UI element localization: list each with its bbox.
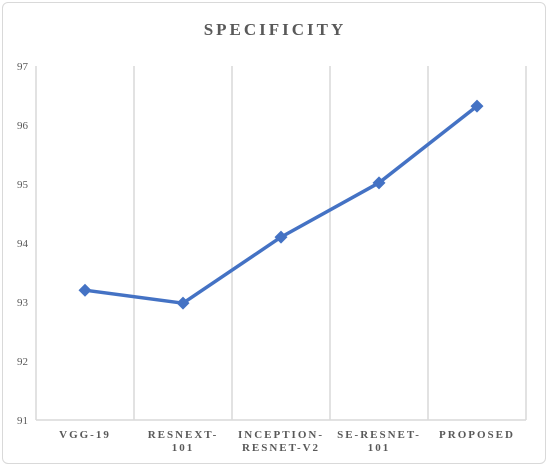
y-tick-label: 92: [17, 356, 28, 368]
y-tick-label: 91: [17, 415, 28, 427]
data-point-marker: [78, 283, 92, 297]
y-tick-label: 96: [17, 120, 29, 132]
y-tick-label: 93: [17, 297, 29, 309]
data-point-marker: [470, 99, 484, 113]
x-tick-label: RESNEXT-101: [148, 429, 219, 454]
y-tick-label: 94: [17, 238, 29, 250]
y-tick-label: 97: [17, 61, 29, 73]
x-tick-label: VGG-19: [59, 429, 111, 441]
chart-title: SPECIFICITY: [203, 20, 347, 39]
data-point-marker: [372, 176, 386, 190]
data-point-marker: [176, 296, 190, 310]
y-tick-label: 95: [17, 179, 29, 191]
x-tick-label: SE-RESNET-101: [337, 429, 421, 454]
x-tick-label: PROPOSED: [439, 429, 515, 441]
chart-frame: [2, 2, 546, 464]
data-point-marker: [274, 230, 288, 244]
x-tick-label: INCEPTION-RESNET-V2: [238, 429, 324, 454]
series-line: [84, 104, 479, 305]
